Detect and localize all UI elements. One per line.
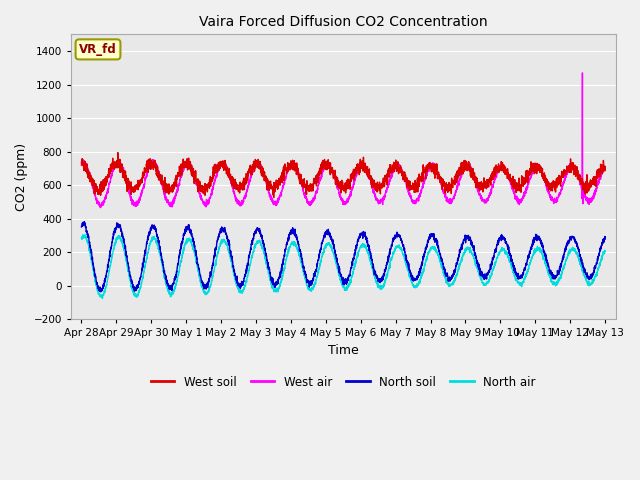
Text: VR_fd: VR_fd xyxy=(79,43,117,56)
X-axis label: Time: Time xyxy=(328,344,358,357)
Y-axis label: CO2 (ppm): CO2 (ppm) xyxy=(15,143,28,211)
Legend: West soil, West air, North soil, North air: West soil, West air, North soil, North a… xyxy=(146,371,541,393)
Title: Vaira Forced Diffusion CO2 Concentration: Vaira Forced Diffusion CO2 Concentration xyxy=(199,15,488,29)
